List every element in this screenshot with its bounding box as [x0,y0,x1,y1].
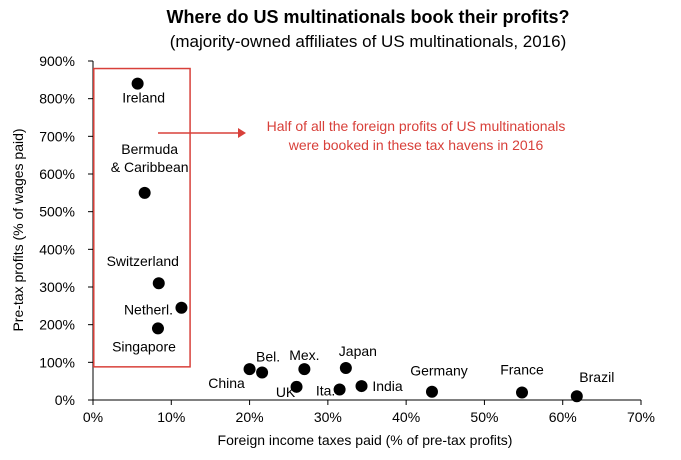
point-label: Mex. [289,347,319,363]
y-tick-label: 600% [39,166,75,182]
data-point [355,380,368,393]
y-tick-label: 400% [39,241,75,257]
chart-subtitle: (majority-owned affiliates of US multina… [170,32,567,51]
annotation-arrowhead [238,128,246,138]
y-tick-label: 0% [55,392,75,408]
y-tick-label: 300% [39,279,75,295]
x-axis-label: Foreign income taxes paid (% of pre-tax … [218,432,513,448]
tax-haven-highlight-box [93,67,191,368]
x-tick-label: 20% [236,409,264,425]
point-label: France [500,361,544,377]
data-point [243,363,256,376]
point-label: Ita. [316,382,335,398]
point-label: Switzerland [107,253,179,269]
x-tick-label: 30% [314,409,342,425]
point-label: Ireland [122,90,165,106]
y-tick-label: 800% [39,91,75,107]
x-tick-label: 10% [157,409,185,425]
data-point [425,385,438,398]
y-tick-label: 100% [39,354,75,370]
data-point [298,363,311,376]
x-tick-label: 40% [392,409,420,425]
data-point [516,386,529,399]
point-label: Singapore [112,338,176,354]
point-label: Bel. [256,349,280,365]
point-label: Brazil [579,369,614,385]
data-point [152,277,165,290]
point-label: Bermuda [121,141,178,157]
chart-title: Where do US multinationals book their pr… [166,7,569,27]
x-tick-label: 60% [549,409,577,425]
annotation-text: Half of all the foreign profits of US mu… [267,118,566,134]
y-tick-label: 700% [39,128,75,144]
data-point [290,380,303,393]
point-label: & Caribbean [111,159,189,175]
x-tick-label: 70% [627,409,655,425]
x-tick-label: 50% [470,409,498,425]
data-point [151,322,164,335]
point-label: Netherl. [124,302,173,318]
y-tick-label: 200% [39,317,75,333]
data-point [131,77,144,90]
y-tick-label: 900% [39,53,75,69]
y-tick-label: 500% [39,204,75,220]
data-point [339,361,352,374]
y-axis-label: Pre-tax profits (% of wages paid) [10,128,26,331]
point-label: Japan [339,343,377,359]
data-point [256,366,269,379]
data-point [138,186,151,199]
data-point [175,301,188,314]
data-point [333,383,346,396]
point-label: Germany [410,363,468,379]
x-tick-label: 0% [83,409,103,425]
point-label: China [208,375,245,391]
chart-marks: 0% 10% 20% 30% 40% 50% 60% 70% 0% 100% 200% 300% 400… [39,53,655,425]
annotation-text: were booked in these tax havens in 2016 [288,137,544,153]
point-label: UK [276,384,296,400]
data-point [570,390,583,403]
point-label: India [372,378,403,394]
